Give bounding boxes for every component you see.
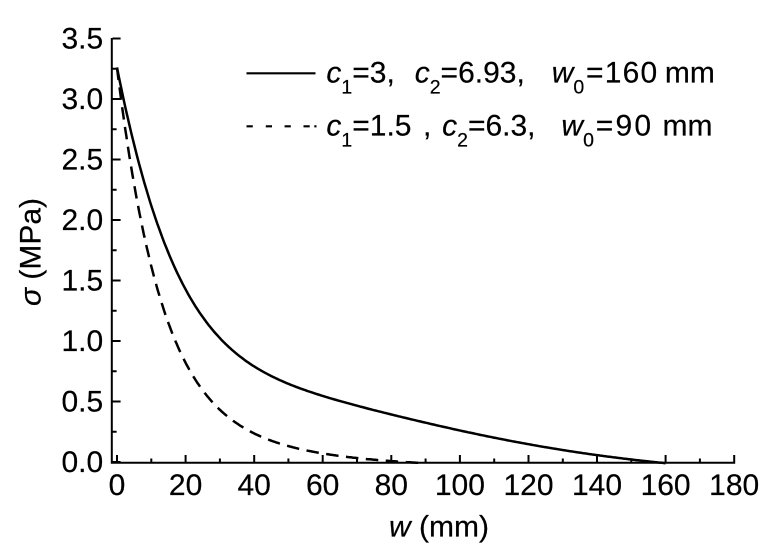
svg-text:σ (MPa): σ (MPa) [15, 198, 48, 306]
svg-text:120: 120 [503, 469, 553, 502]
svg-text:2.0: 2.0 [61, 204, 103, 237]
svg-text:60: 60 [306, 469, 339, 502]
svg-text:20: 20 [169, 469, 202, 502]
svg-text:w0​: w0​ [561, 110, 594, 152]
svg-text:,: , [423, 110, 431, 143]
svg-text:2.5: 2.5 [61, 143, 103, 176]
svg-text:40: 40 [238, 469, 271, 502]
svg-text:0: 0 [109, 469, 126, 502]
svg-text:1.0: 1.0 [61, 325, 103, 358]
svg-text:80: 80 [375, 469, 408, 502]
svg-text:mm: mm [663, 110, 713, 143]
svg-text:c1​=3,: c1​=3, [326, 56, 394, 98]
svg-text:0.0: 0.0 [61, 446, 103, 479]
svg-text:100: 100 [435, 469, 485, 502]
svg-text:160: 160 [641, 469, 691, 502]
svg-text:3.5: 3.5 [61, 22, 103, 55]
svg-text:=160: =160 [586, 56, 658, 89]
svg-text:w0​: w0​ [552, 56, 585, 98]
svg-text:180: 180 [709, 469, 759, 502]
svg-text:0.5: 0.5 [61, 385, 103, 418]
svg-text:3.0: 3.0 [61, 83, 103, 116]
svg-text:w (mm): w (mm) [389, 511, 489, 544]
svg-text:=90: =90 [596, 110, 654, 143]
svg-text:1.5: 1.5 [61, 264, 103, 297]
svg-text:mm: mm [665, 56, 715, 89]
svg-text:140: 140 [572, 469, 622, 502]
